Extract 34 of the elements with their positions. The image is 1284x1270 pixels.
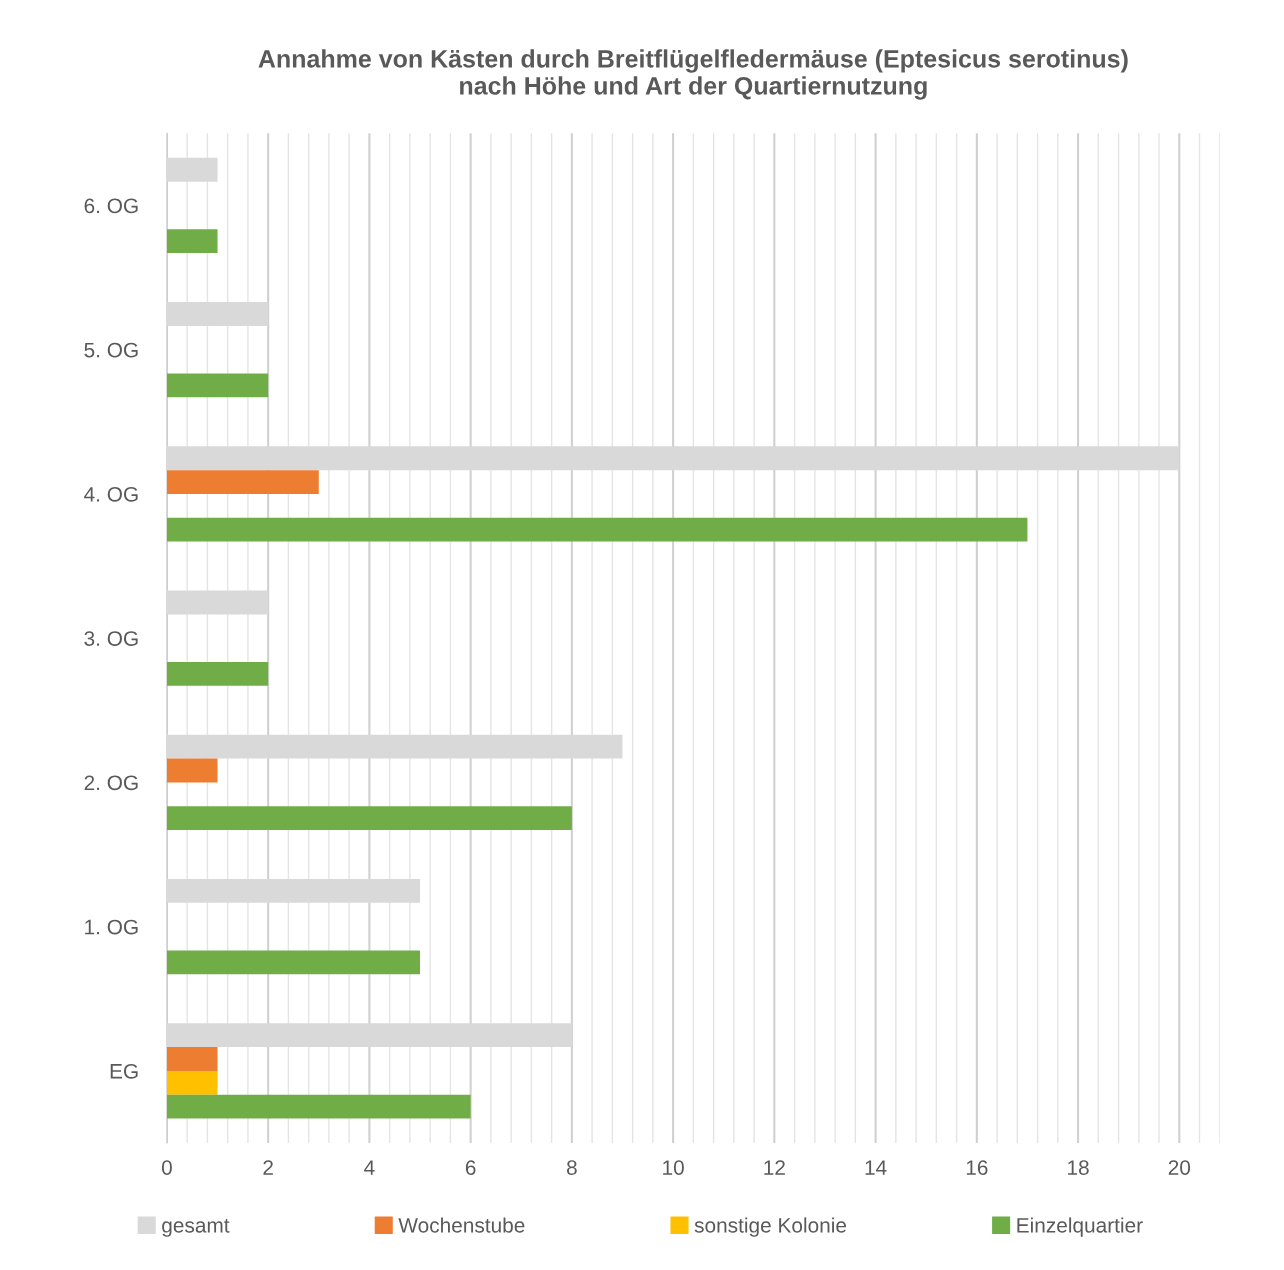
x-tick-label: 2 [263,1160,273,1175]
bar [166,806,572,831]
x-tick-label: 12 [764,1160,785,1175]
chart-title: Annahme von Kästen durch Breitflügelfledermäuse (Eptesicus serotinus) nach Höhe und Art der Quartiernutzung [258,49,1128,100]
bar [166,373,269,398]
legend-label: Einzelquartier [1017,1217,1143,1237]
x-tick-label: 20 [1168,1160,1191,1175]
legend-label: Wochenstube [398,1217,525,1233]
y-tick-label: 4. OG [84,486,138,502]
x-tick-label: 16 [966,1160,988,1175]
y-tick-label: 5. OG [84,342,138,358]
bar [166,229,218,254]
x-tick-label: 18 [1068,1160,1089,1175]
legend-label: sonstige Kolonie [694,1217,847,1237]
y-tick-label: 6. OG [84,198,138,214]
y-tick-label: EG [110,1063,138,1079]
bar [166,517,1028,542]
x-tick-label: 4 [364,1160,375,1175]
legend-label: gesamt [162,1219,230,1237]
x-tick-label: 10 [663,1160,684,1175]
bar [166,758,218,783]
x-tick-label: 8 [566,1160,577,1175]
x-tick-label: 6 [465,1160,476,1175]
y-tick-label: 3. OG [84,631,138,646]
x-tick-label: 0 [161,1160,172,1175]
bar [166,950,421,975]
bar [166,661,269,686]
bar [166,470,319,494]
bar [166,1070,218,1095]
bar [166,1094,471,1119]
y-tick-label: 1. OG [85,919,138,935]
y-tick-label: 2. OG [84,775,138,791]
bar [166,1047,218,1071]
x-tick-label: 14 [865,1160,887,1175]
